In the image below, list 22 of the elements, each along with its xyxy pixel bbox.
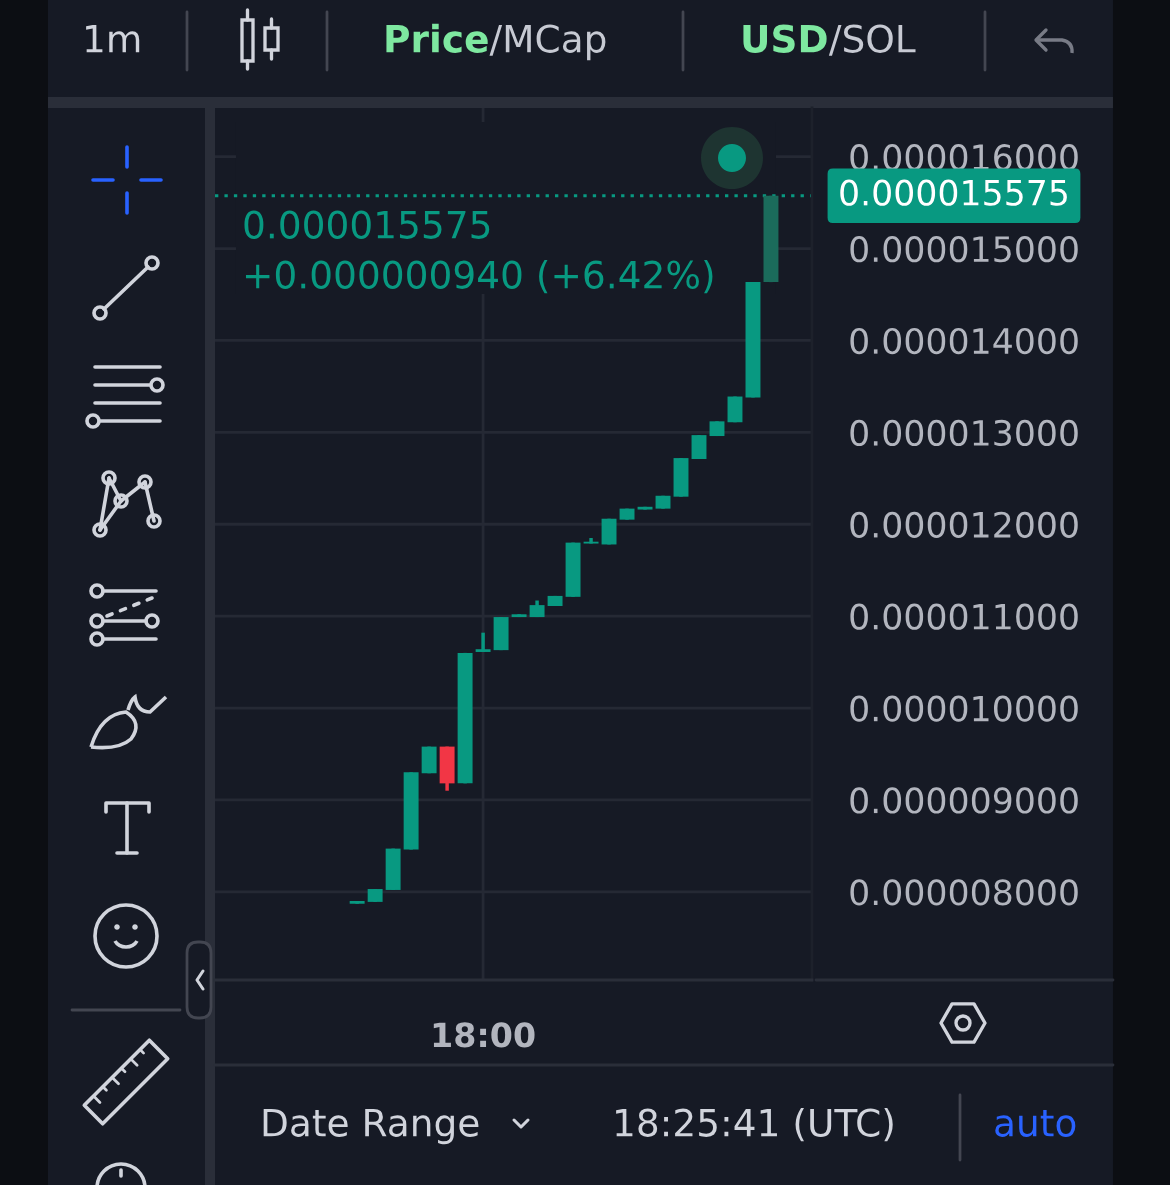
text: 18:25:41 (UTC) <box>616 1107 893 1142</box>
y-tick-label: 0.000013000 <box>850 419 1078 447</box>
ref-line-label: 0.000015575 <box>840 179 1067 206</box>
annotation: 0.000015575 <box>244 210 490 239</box>
y-tick-label: 0.000012000 <box>850 511 1078 538</box>
x-tick-label: 18:00 <box>433 1022 535 1048</box>
y-tick-label: 0.000008000 <box>850 879 1078 906</box>
text: /MCap <box>489 24 606 61</box>
y-tick-label: 0.000011000 <box>850 603 1078 630</box>
text: Date Range <box>263 1109 479 1145</box>
y-tick-label: 0.000016000 <box>850 144 1078 171</box>
annotation: +0.000000940 (+6.42%) <box>245 259 713 294</box>
text: /SOL <box>828 24 916 56</box>
y-tick-label: 0.000014000 <box>850 327 1078 355</box>
text: Price <box>386 23 488 53</box>
y-tick-label: 0.000009000 <box>850 787 1078 814</box>
text: 1m <box>86 25 140 53</box>
text: auto <box>995 1110 1076 1137</box>
text: USD <box>743 24 827 53</box>
y-tick-label: 0.000015000 <box>850 236 1078 263</box>
candlestick <box>475 632 491 652</box>
y-tick-label: 0.000010000 <box>850 695 1078 722</box>
